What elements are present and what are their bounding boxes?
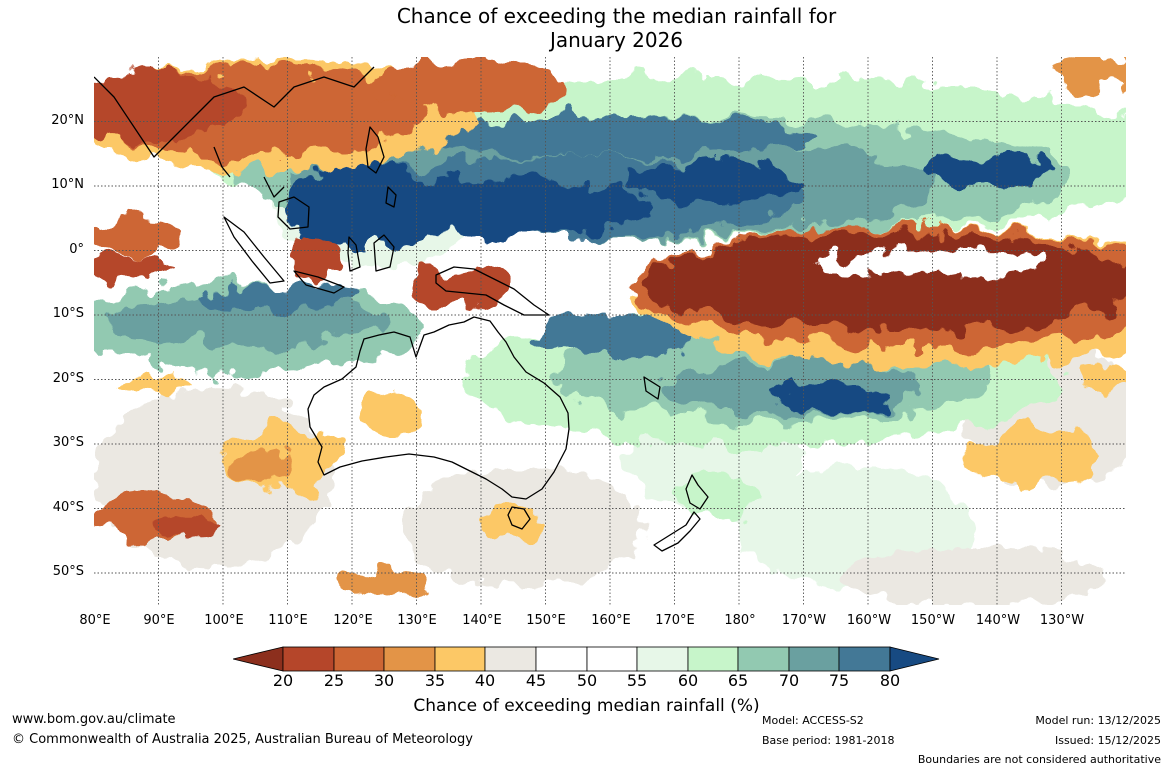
lon-label: 140°E	[462, 613, 502, 628]
wetter-regions	[94, 77, 1126, 519]
colorbar-tick: 75	[828, 671, 850, 690]
title-line-1: Chance of exceeding the median rainfall …	[396, 4, 837, 28]
drier-regions	[94, 57, 1126, 594]
rainfall-map	[94, 57, 1126, 605]
colorbar-tick: 55	[626, 671, 648, 690]
colorbar-swatch	[788, 646, 840, 672]
colorbar-tick: 45	[525, 671, 547, 690]
colorbar-swatch	[636, 646, 689, 672]
colorbar	[233, 646, 940, 672]
lon-label: 80°E	[79, 613, 111, 628]
rainfall-map-svg	[94, 57, 1126, 605]
lat-label: 10°S	[52, 306, 84, 321]
colorbar-tick: 40	[474, 671, 496, 690]
graticule	[94, 57, 1126, 605]
model-text: Model: ACCESS-S2	[762, 714, 864, 727]
issued-text: Issued: 15/12/2025	[1054, 734, 1161, 747]
disclaimer-text: Boundaries are not considered authoritat…	[917, 753, 1161, 766]
colorbar-arrow-high	[889, 646, 940, 672]
lat-label: 50°S	[52, 564, 84, 579]
colorbar-tick: 60	[677, 671, 699, 690]
colorbar-swatch	[434, 646, 486, 672]
colorbar-swatch	[333, 646, 385, 672]
colorbar-tick: 30	[373, 671, 395, 690]
model-run-text: Model run: 13/12/2025	[1035, 714, 1161, 727]
lon-label: 110°E	[268, 613, 308, 628]
colorbar-tick: 35	[424, 671, 446, 690]
map-title: Chance of exceeding the median rainfall …	[0, 4, 1173, 52]
lat-label: 20°N	[51, 113, 84, 128]
website-link[interactable]: www.bom.gov.au/climate	[12, 712, 176, 727]
colorbar-swatch	[383, 646, 436, 672]
colorbar-swatch	[838, 646, 891, 672]
colorbar-tick: 80	[879, 671, 901, 690]
colorbar-tick: 70	[778, 671, 800, 690]
base-period-text: Base period: 1981-2018	[762, 734, 895, 747]
colorbar-arrow-low	[233, 646, 284, 672]
lon-label: 140°W	[975, 613, 1021, 628]
lat-label: 20°S	[52, 371, 84, 386]
colorbar-tick: 25	[323, 671, 345, 690]
lon-label: 90°E	[143, 613, 175, 628]
colorbar-tick: 65	[727, 671, 749, 690]
lat-label: 10°N	[51, 177, 84, 192]
colorbar-label-text: Chance of exceeding median rainfall (%)	[413, 696, 760, 716]
lon-label: 160°E	[591, 613, 631, 628]
lon-label: 100°E	[204, 613, 244, 628]
lon-label: 150°W	[910, 613, 956, 628]
colorbar-tick: 20	[272, 671, 294, 690]
colorbar-swatch	[484, 646, 537, 672]
title-line-2: January 2026	[549, 28, 684, 52]
colorbar-swatch	[535, 646, 588, 672]
lat-label: 40°S	[52, 500, 84, 515]
lon-label: 180°	[724, 613, 756, 628]
colorbar-swatch	[586, 646, 638, 672]
lon-label: 130°E	[397, 613, 437, 628]
lon-label: 160°W	[846, 613, 892, 628]
lat-label: 0°	[69, 242, 84, 257]
colorbar-label: Chance of exceeding median rainfall (%)	[0, 696, 1173, 716]
lon-label: 170°W	[781, 613, 827, 628]
lon-label: 130°W	[1039, 613, 1085, 628]
colorbar-tick: 50	[576, 671, 598, 690]
copyright-text: © Commonwealth of Australia 2025, Austra…	[12, 732, 473, 747]
lat-label: 30°S	[52, 435, 84, 450]
coastlines	[94, 66, 709, 552]
colorbar-swatch	[737, 646, 790, 672]
lon-label: 170°E	[655, 613, 695, 628]
colorbar-swatch	[282, 646, 335, 672]
lon-label: 150°E	[526, 613, 566, 628]
lon-label: 120°E	[333, 613, 373, 628]
colorbar-swatch	[687, 646, 739, 672]
